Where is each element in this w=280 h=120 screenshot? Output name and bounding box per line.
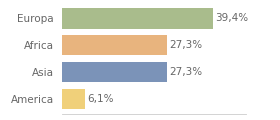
Text: 39,4%: 39,4% — [216, 13, 249, 23]
Bar — [62, 35, 167, 55]
Bar — [62, 89, 85, 109]
Bar — [62, 62, 167, 82]
Text: 27,3%: 27,3% — [169, 67, 202, 77]
Text: 27,3%: 27,3% — [169, 40, 202, 50]
Text: 6,1%: 6,1% — [87, 94, 114, 104]
Bar — [62, 8, 213, 29]
